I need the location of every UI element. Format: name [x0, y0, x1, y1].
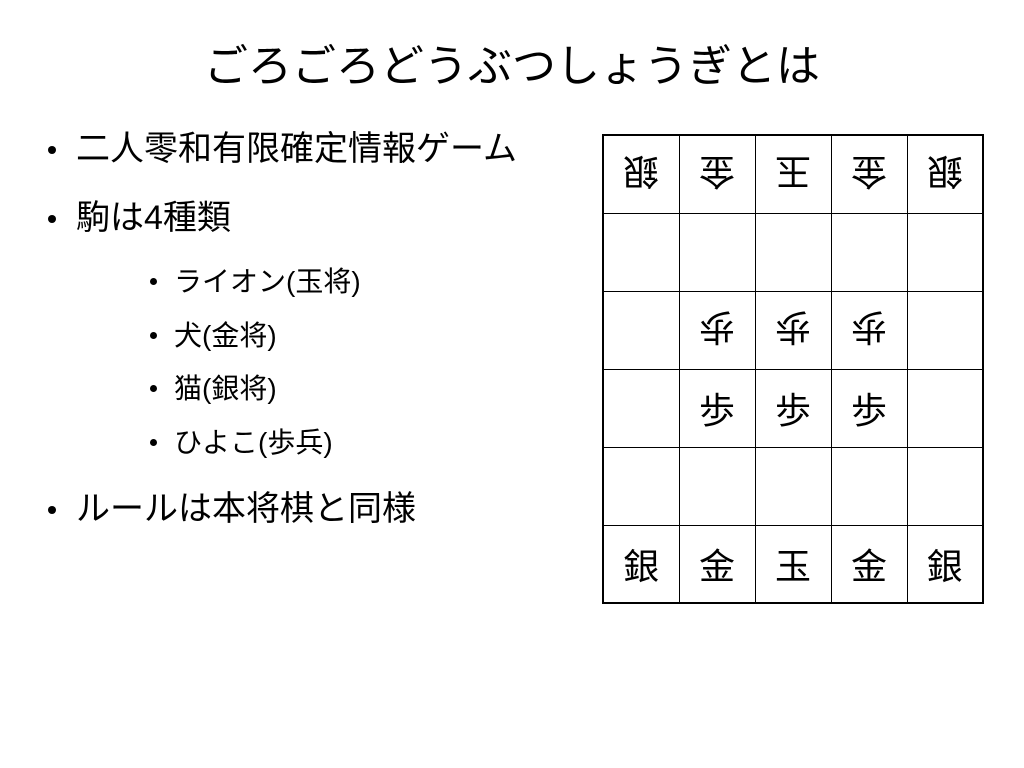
board-cell: 銀 — [603, 135, 679, 213]
slide: ごろごろどうぶつしょうぎとは 二人零和有限確定情報ゲーム 駒は4種類 ライオン(… — [0, 0, 1024, 768]
piece-glyph: 銀 — [927, 148, 963, 200]
board-row: 銀金玉金銀 — [603, 135, 983, 213]
board-cell — [603, 369, 679, 447]
board-cell — [831, 447, 907, 525]
board-cell — [755, 213, 831, 291]
piece-glyph: 金 — [851, 148, 887, 200]
board-cell — [603, 291, 679, 369]
board-cell: 銀 — [603, 525, 679, 603]
board-cell: 金 — [831, 135, 907, 213]
board-cell: 歩 — [755, 369, 831, 447]
board-row: 歩歩歩 — [603, 291, 983, 369]
board-row — [603, 447, 983, 525]
board-cell — [755, 447, 831, 525]
sub-bullet-item: ひよこ(歩兵) — [146, 419, 582, 467]
bullet-column: 二人零和有限確定情報ゲーム 駒は4種類 ライオン(玉将) 犬(金将) 猫(銀将)… — [40, 124, 582, 604]
bullet-list: 二人零和有限確定情報ゲーム 駒は4種類 ライオン(玉将) 犬(金将) 猫(銀将)… — [40, 124, 582, 535]
piece-glyph: 金 — [699, 148, 735, 200]
bullet-item: 二人零和有限確定情報ゲーム — [40, 124, 582, 175]
board-cell: 銀 — [907, 525, 983, 603]
board-cell: 歩 — [831, 291, 907, 369]
board-cell — [907, 447, 983, 525]
piece-glyph: 歩 — [699, 304, 735, 356]
sub-bullet-item: 猫(銀将) — [146, 365, 582, 413]
board-cell: 金 — [679, 135, 755, 213]
sub-bullet-item: 犬(金将) — [146, 312, 582, 360]
piece-glyph: 歩 — [775, 391, 811, 431]
piece-glyph: 歩 — [851, 304, 887, 356]
shogi-board: 銀金玉金銀歩歩歩歩歩歩銀金玉金銀 — [602, 134, 984, 604]
sub-bullet-item: ライオン(玉将) — [146, 258, 582, 306]
board-cell: 歩 — [755, 291, 831, 369]
piece-glyph: 歩 — [775, 304, 811, 356]
piece-glyph: 金 — [699, 547, 735, 587]
board-cell: 金 — [679, 525, 755, 603]
piece-glyph: 銀 — [927, 547, 963, 587]
slide-title: ごろごろどうぶつしょうぎとは — [40, 30, 984, 94]
piece-glyph: 玉 — [775, 547, 811, 587]
board-row: 歩歩歩 — [603, 369, 983, 447]
board-cell — [907, 213, 983, 291]
bullet-text: 駒は4種類 — [76, 199, 231, 237]
board-row: 銀金玉金銀 — [603, 525, 983, 603]
board-cell — [907, 369, 983, 447]
board-cell: 銀 — [907, 135, 983, 213]
board-cell: 金 — [831, 525, 907, 603]
board-cell — [679, 213, 755, 291]
board-cell: 歩 — [679, 369, 755, 447]
board-cell: 玉 — [755, 135, 831, 213]
board-row — [603, 213, 983, 291]
piece-glyph: 歩 — [851, 391, 887, 431]
content-row: 二人零和有限確定情報ゲーム 駒は4種類 ライオン(玉将) 犬(金将) 猫(銀将)… — [40, 124, 984, 604]
piece-glyph: 歩 — [699, 391, 735, 431]
board-cell: 玉 — [755, 525, 831, 603]
board-cell — [679, 447, 755, 525]
piece-glyph: 銀 — [623, 547, 659, 587]
board-cell: 歩 — [679, 291, 755, 369]
piece-glyph: 銀 — [623, 148, 659, 200]
board-cell: 歩 — [831, 369, 907, 447]
bullet-item: ルールは本将棋と同様 — [40, 484, 582, 535]
board-cell — [907, 291, 983, 369]
board-cell — [831, 213, 907, 291]
board-cell — [603, 213, 679, 291]
piece-glyph: 金 — [851, 547, 887, 587]
sub-bullet-list: ライオン(玉将) 犬(金将) 猫(銀将) ひよこ(歩兵) — [76, 258, 582, 466]
piece-glyph: 玉 — [775, 148, 811, 200]
bullet-item: 駒は4種類 ライオン(玉将) 犬(金将) 猫(銀将) ひよこ(歩兵) — [40, 193, 582, 466]
board-column: 銀金玉金銀歩歩歩歩歩歩銀金玉金銀 — [602, 124, 984, 604]
board-cell — [603, 447, 679, 525]
